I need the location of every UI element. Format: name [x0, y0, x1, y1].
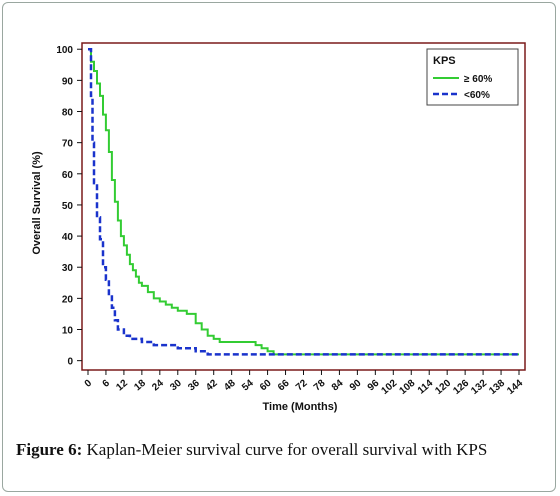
y-tick-label: 90 [62, 76, 74, 87]
x-tick-label: 114 [416, 378, 436, 397]
legend: KPS ≥ 60% <60% [426, 48, 519, 106]
survival-curve-kps-high [88, 48, 519, 356]
y-tick-label: 0 [67, 357, 73, 368]
legend-box [426, 48, 519, 106]
x-tick-label: 126 [451, 377, 471, 396]
x-tick-label: 102 [379, 377, 399, 396]
x-tick-label: 90 [348, 377, 364, 393]
x-tick-label: 66 [276, 377, 292, 393]
x-axis: 0 6 12 18 24 30 36 42 48 54 60 66 72 78 84 90 9610210811… [83, 370, 525, 397]
x-tick-label: 120 [433, 377, 453, 396]
x-tick-label: 24 [150, 377, 166, 393]
y-tick-label: 30 [62, 263, 74, 274]
x-tick-label: 36 [186, 377, 202, 393]
x-tick-label: 18 [132, 377, 148, 393]
legend-title: KPS [433, 55, 456, 67]
x-tick-label: 138 [487, 377, 507, 396]
y-tick-label: 50 [62, 201, 74, 212]
legend-label-high-kps: ≥ 60% [464, 74, 492, 85]
figure-frame [2, 2, 556, 492]
x-tick-label: 132 [469, 377, 489, 396]
x-axis-label: Time (Months) [263, 401, 338, 413]
x-tick-label: 144 [505, 377, 525, 396]
y-tick-label: 20 [62, 294, 74, 305]
caption-text: Kaplan-Meier survival curve for overall … [82, 440, 488, 459]
x-tick-label: 12 [114, 377, 130, 393]
x-tick-label: 78 [312, 377, 328, 393]
x-tick-label: 42 [204, 377, 220, 393]
caption-label: Figure 6: [16, 440, 83, 459]
y-tick-label: 40 [62, 232, 74, 243]
x-tick-label: 84 [330, 377, 346, 393]
x-tick-label: 6 [101, 377, 113, 389]
y-tick-label: 10 [62, 326, 74, 337]
x-tick-label: 60 [258, 377, 274, 393]
figure-caption: Figure 6: Kaplan-Meier survival curve fo… [16, 440, 487, 460]
y-axis-label: Overall Survival (%) [31, 151, 43, 255]
x-tick-label: 0 [83, 377, 95, 389]
x-tick-label: 48 [222, 377, 238, 393]
x-tick-label: 96 [366, 377, 382, 393]
x-tick-label: 54 [240, 377, 256, 393]
x-tick-label: 108 [397, 377, 417, 396]
y-tick-label: 100 [56, 45, 73, 56]
y-tick-label: 60 [62, 170, 74, 181]
y-tick-label: 80 [62, 108, 74, 119]
y-axis: 0 10 20 30 40 50 60 70 80 90 100 [56, 45, 82, 368]
x-tick-label: 72 [294, 377, 310, 393]
y-tick-label: 70 [62, 139, 74, 150]
x-tick-label: 30 [168, 377, 184, 393]
series-group [88, 47, 519, 356]
survival-curve-kps-low [88, 47, 519, 356]
legend-label-low-kps: <60% [464, 90, 490, 101]
